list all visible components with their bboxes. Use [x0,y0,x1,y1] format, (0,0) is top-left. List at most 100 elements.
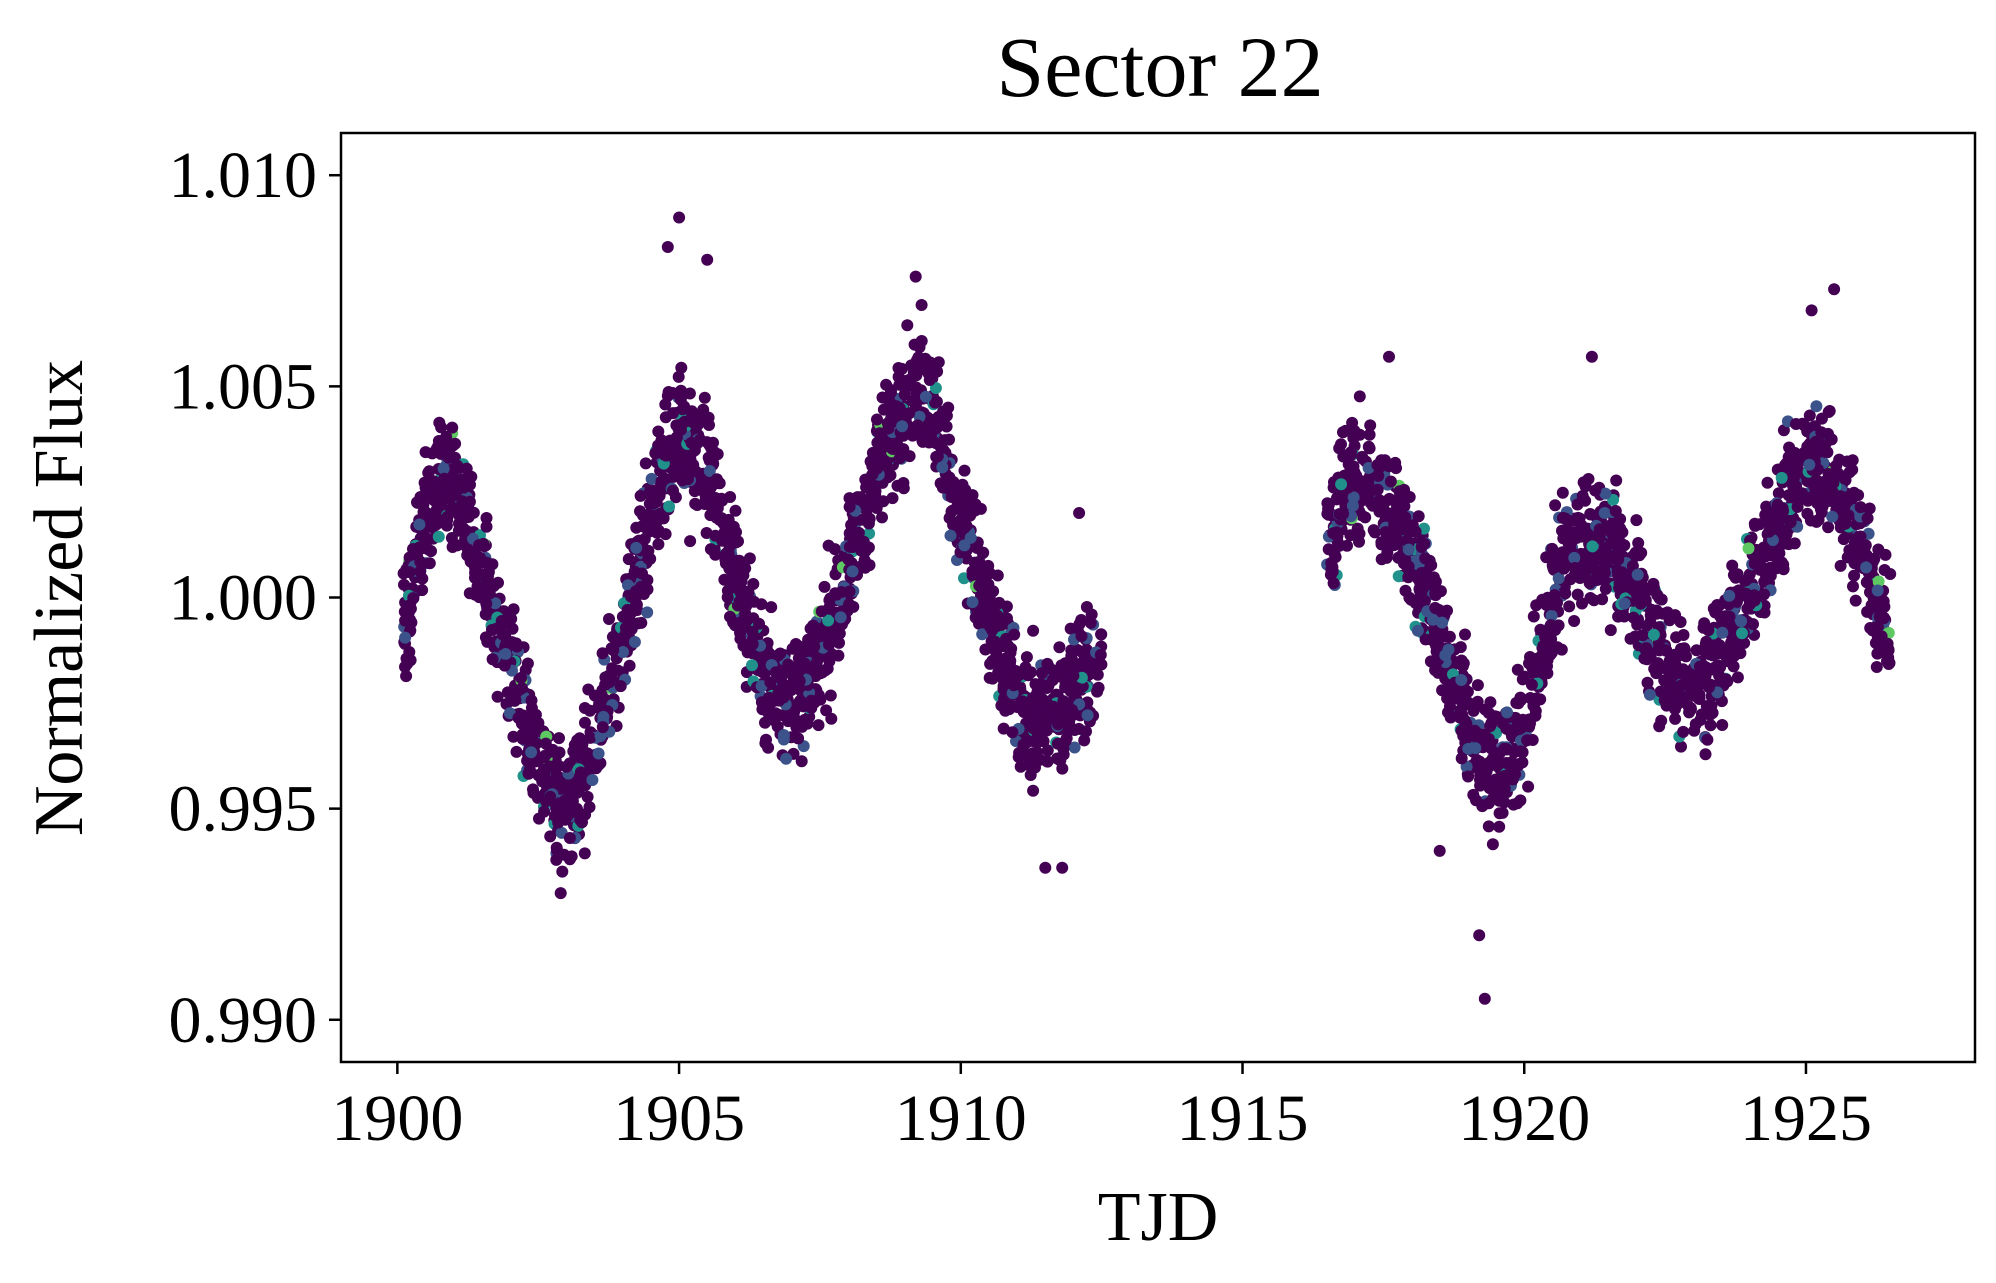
data-point [400,670,413,683]
data-point [983,567,996,580]
data-point [847,600,860,613]
data-point [764,676,777,689]
data-point [1474,769,1487,782]
data-point [701,253,714,266]
data-point [1782,538,1795,551]
data-point [603,613,615,625]
data-point [786,642,799,655]
data-point [1593,532,1606,545]
data-point [944,529,957,542]
data-point [427,511,440,524]
data-point [1470,794,1482,807]
data-point [1588,594,1600,607]
data-point [966,489,979,502]
data-point [1078,734,1091,747]
data-point [1484,720,1497,733]
data-point [1413,583,1426,596]
data-point [515,671,528,684]
data-point [441,514,454,527]
data-point [919,390,932,403]
data-point [1848,486,1860,499]
data-point [1431,584,1444,597]
y-tick-label: 1.010 [169,139,318,212]
data-point [1700,635,1713,648]
data-point [704,543,717,556]
data-point [1748,517,1761,530]
data-point [703,419,715,431]
data-point [1025,666,1037,679]
data-point [842,553,855,566]
data-point [1039,861,1052,874]
data-point [1544,619,1557,632]
data-point [486,653,499,666]
data-point [467,506,480,519]
data-point [748,595,760,608]
data-point [1688,724,1701,737]
data-point [579,716,591,729]
data-point [512,711,525,724]
data-point [1701,733,1714,746]
data-point [698,391,711,404]
data-point [1822,521,1835,534]
data-point [1442,706,1454,719]
data-point [1041,744,1054,757]
data-point [1053,641,1066,654]
data-point [1455,724,1468,737]
data-point [549,809,561,822]
data-point [1056,762,1069,775]
data-point [666,387,679,399]
data-point [871,462,883,475]
data-point [1007,679,1020,692]
data-point [1659,695,1672,708]
data-point [746,625,759,638]
data-point [1527,610,1540,623]
data-point [1743,594,1756,607]
data-point [1568,562,1581,574]
data-point [1758,606,1771,619]
data-point [1443,630,1456,643]
data-point [958,464,971,477]
data-point [1784,516,1797,529]
data-point [1322,543,1335,556]
data-point [721,591,734,604]
data-point [975,589,987,602]
data-point [1777,504,1790,517]
data-point [792,732,805,745]
data-point [1442,643,1455,656]
data-point [538,805,551,818]
data-point [1472,727,1485,740]
data-point [1651,589,1664,602]
data-point [684,535,697,548]
data-point [1735,615,1748,628]
data-point [940,409,953,422]
data-point [642,525,655,538]
data-point [1640,642,1653,655]
data-point [1433,844,1446,857]
data-point [730,536,743,549]
data-point [991,651,1004,664]
data-point [673,211,686,224]
data-point [1609,505,1622,517]
data-point [1713,669,1726,682]
data-point [1094,648,1107,661]
data-point [897,477,910,489]
data-point [622,553,635,566]
data-point [1067,669,1080,682]
data-point [1484,696,1497,709]
data-point [471,554,483,567]
data-point [909,270,922,283]
data-point [1053,670,1066,683]
data-point [1052,718,1065,731]
data-point [1500,722,1513,735]
data-point [1017,738,1030,751]
data-point [480,520,493,533]
data-point [1080,601,1093,613]
data-point [418,476,431,489]
data-point [1789,447,1801,460]
data-point [413,518,426,531]
data-point [560,760,573,773]
data-point [1544,631,1557,644]
data-point [1848,569,1861,582]
data-point [667,484,679,497]
data-point [558,848,571,861]
